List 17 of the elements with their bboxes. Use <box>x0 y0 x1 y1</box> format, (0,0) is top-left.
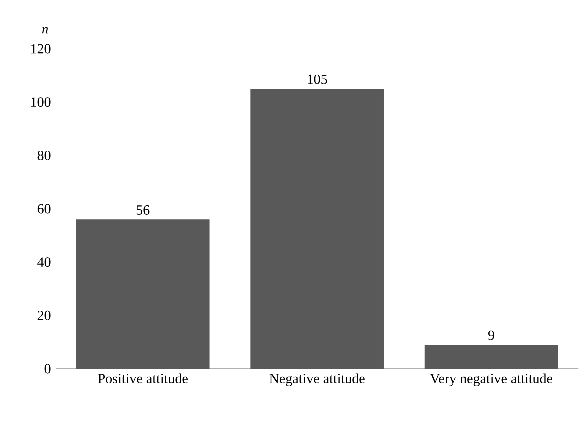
y-tick-label: 20 <box>38 310 51 320</box>
data-label: 105 <box>308 74 328 84</box>
bar <box>424 344 558 369</box>
data-label: 56 <box>136 206 150 215</box>
data-label: 9 <box>488 330 494 340</box>
y-tick-label: 100 <box>32 98 51 108</box>
y-tick-label: 40 <box>38 258 51 268</box>
x-tick-label: Very negative attitude <box>430 374 552 386</box>
x-tick-label: Positive attitude <box>98 374 188 384</box>
y-tick-label: 0 <box>44 364 51 374</box>
x-tick-label: Negative attitude <box>270 374 365 386</box>
y-tick-label: 120 <box>32 44 51 54</box>
y-tick-label: 60 <box>38 204 51 214</box>
bar <box>250 88 384 369</box>
bar <box>76 220 210 369</box>
y-tick-label: 80 <box>38 150 51 160</box>
y-axis-title: n <box>42 27 48 34</box>
